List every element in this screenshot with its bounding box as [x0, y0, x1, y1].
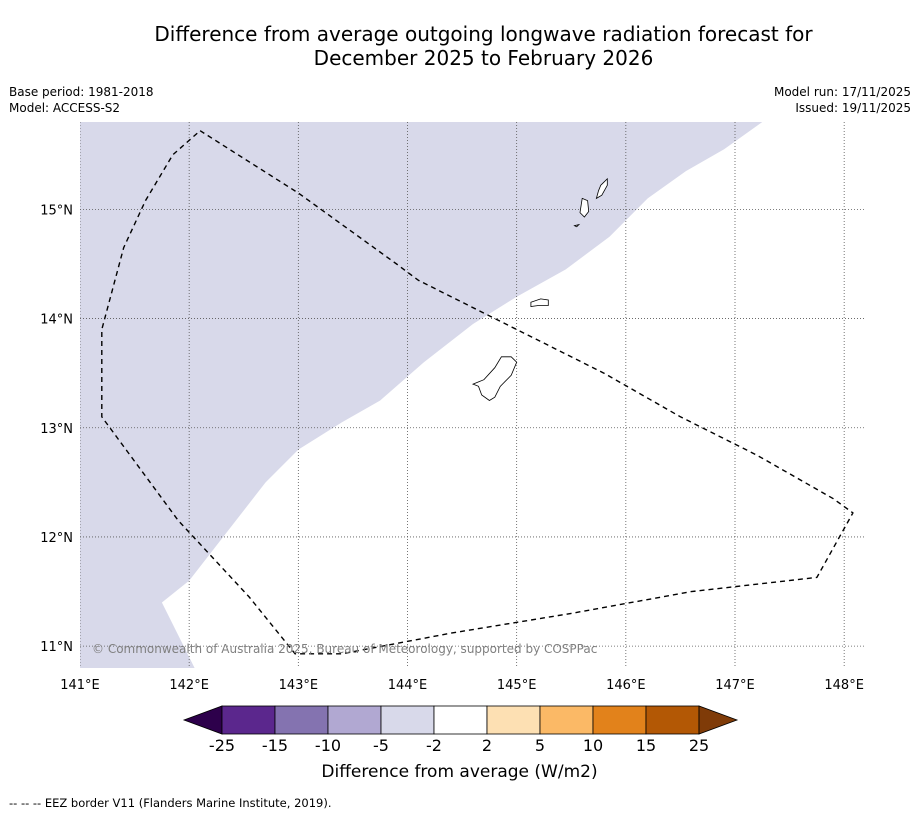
longitude-tick-label: 142°E — [169, 678, 209, 693]
colorbar-extend-low — [182, 705, 223, 735]
colorbar-tick-label: 10 — [583, 736, 603, 755]
longitude-ticks: 141°E 142°E 143°E 144°E 145°E 146°E 147°E 148°E — [60, 678, 864, 693]
longitude-tick-label: 143°E — [279, 678, 319, 693]
colorbar-segment — [380, 705, 435, 735]
issued-date: Issued: 19/11/2025 — [795, 101, 911, 115]
colorbar-tick-label: -10 — [315, 736, 341, 755]
meta-left: Base period: 1981-2018 Model: ACCESS-S2 — [9, 84, 154, 116]
latitude-tick-label: 15°N — [40, 203, 73, 218]
colorbar-segment — [221, 705, 276, 735]
colorbar-segment — [592, 705, 647, 735]
model-run: Model run: 17/11/2025 — [773, 85, 911, 99]
colorbar-tick-label: -15 — [262, 736, 288, 755]
colorbar-segment — [327, 705, 382, 735]
island-outline — [530, 298, 549, 307]
colorbar-tick-label: 25 — [689, 736, 709, 755]
latitude-tick-label: 11°N — [40, 640, 73, 655]
island-outline — [573, 223, 581, 228]
colorbar-label: Difference from average (W/m2) — [321, 762, 598, 782]
colorbar-extend-high — [698, 705, 739, 735]
meta-right: Model run: 17/11/2025 Issued: 19/11/2025 — [774, 84, 911, 116]
colorbar-tick-label: -25 — [209, 736, 235, 755]
colorbar-segment — [539, 705, 594, 735]
title-line-2: December 2025 to February 2026 — [313, 46, 654, 70]
latitude-tick-label: 13°N — [40, 422, 73, 437]
latitude-ticks: 11°N 12°N 13°N 14°N 15°N — [40, 203, 73, 655]
latitude-tick-label: 14°N — [40, 313, 73, 328]
negative-anomaly-region — [80, 122, 763, 668]
longitude-tick-label: 141°E — [60, 678, 100, 693]
colorbar: -25 -15 -10 -5 -2 2 5 10 15 25 — [182, 705, 739, 755]
island-outline — [595, 177, 608, 200]
colorbar-tick-label: -5 — [373, 736, 389, 755]
colorbar-segment — [274, 705, 329, 735]
eez-border — [101, 130, 854, 655]
model-name: Model: ACCESS-S2 — [9, 101, 121, 115]
island-outline — [579, 197, 590, 218]
map-figure: 141°E 142°E 143°E 144°E 145°E 146°E 147°E 148°E… — [40, 122, 866, 755]
colorbar-tick-label: 2 — [482, 736, 492, 755]
islands — [471, 177, 608, 401]
colorbar-tick-label: 5 — [535, 736, 545, 755]
colorbar-segment — [486, 705, 541, 735]
colorbar-segment — [433, 705, 488, 735]
island-outline — [471, 356, 518, 401]
latitude-tick-label: 12°N — [40, 531, 73, 546]
eez-footnote: -- -- -- EEZ border V11 (Flanders Marine… — [9, 796, 332, 810]
colorbar-tick-label: 15 — [636, 736, 656, 755]
gridlines — [80, 122, 866, 668]
title-line-1: Difference from average outgoing longwav… — [154, 22, 813, 46]
longitude-tick-label: 147°E — [715, 678, 755, 693]
copyright-notice: © Commonwealth of Australia 2025, Bureau… — [92, 642, 597, 656]
longitude-tick-label: 148°E — [824, 678, 864, 693]
longitude-tick-label: 144°E — [388, 678, 428, 693]
colorbar-segment — [645, 705, 700, 735]
colorbar-tick-label: -2 — [426, 736, 442, 755]
chart-title: Difference from average outgoing longwav… — [0, 22, 919, 70]
longitude-tick-label: 146°E — [606, 678, 646, 693]
longitude-tick-label: 145°E — [497, 678, 537, 693]
base-period: Base period: 1981-2018 — [9, 85, 154, 99]
